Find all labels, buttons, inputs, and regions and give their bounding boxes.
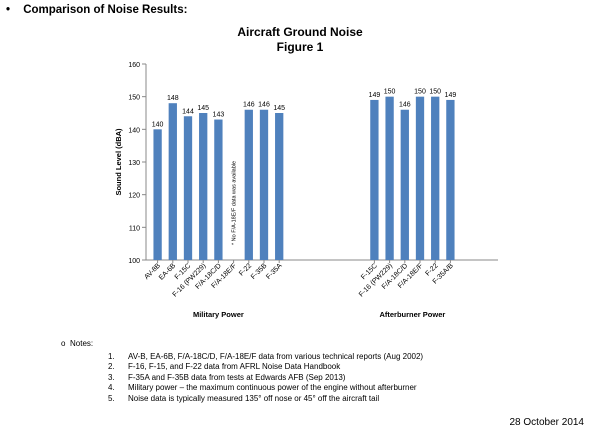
bar xyxy=(385,96,394,261)
bar xyxy=(431,96,440,261)
plot-area: 100 110 120 130 140 150 160 Sound Level (dBA) 14… xyxy=(114,62,498,319)
y-tick-label: 100 xyxy=(128,258,140,265)
y-tick-label: 150 xyxy=(128,95,140,102)
note-number: 5. xyxy=(108,393,115,403)
group-label: Military Power xyxy=(193,310,244,319)
note-text: F-16, F-15, and F-22 data from AFRL Nois… xyxy=(128,362,341,372)
group-label: Afterburner Power xyxy=(379,310,445,319)
bar-value-label: 149 xyxy=(369,92,381,99)
bar xyxy=(199,113,208,260)
bar-value-label: 146 xyxy=(258,102,270,109)
note-number: 3. xyxy=(108,372,115,382)
note-item: 2. F-16, F-15, and F-22 data from AFRL No… xyxy=(70,362,423,373)
bar-value-label: 149 xyxy=(445,92,457,99)
bar-value-label: 144 xyxy=(182,108,194,115)
bar xyxy=(370,99,379,260)
y-axis-title: Sound Level (dBA) xyxy=(114,128,123,196)
bar-value-label: 146 xyxy=(243,102,255,109)
bar-value-label: 145 xyxy=(273,105,285,112)
note-number: 1. xyxy=(108,351,115,361)
bar-value-label: 150 xyxy=(429,89,441,96)
notes-bullet: o xyxy=(61,339,66,348)
bar xyxy=(400,109,409,260)
note-text: AV-B, EA-6B, F/A-18C/D, F/A-18E/F data f… xyxy=(128,351,424,361)
bar xyxy=(153,129,162,260)
bar-value-label: 145 xyxy=(197,105,209,112)
bar xyxy=(183,116,193,261)
noise-bar-chart: Aircraft Ground Noise Figure 1 100 110 120… xyxy=(114,25,498,319)
note-item: 5. Noise data is typically measured 135° … xyxy=(70,394,423,405)
y-tick-label: 130 xyxy=(128,160,140,167)
note-text: Military power – the maximum continuous … xyxy=(128,383,417,393)
x-category-label: F-35A xyxy=(265,262,284,281)
note-number: 2. xyxy=(108,362,115,372)
bar-value-label: 143 xyxy=(213,112,225,119)
notes-section: o Notes: 1. AV-B, EA-6B, F/A-18C/D, F/A-1… xyxy=(61,339,423,405)
y-tick-label: 140 xyxy=(128,127,140,134)
section-heading: • Comparison of Noise Results: xyxy=(6,4,187,16)
bar-value-label: 150 xyxy=(414,89,426,96)
bar xyxy=(244,109,253,260)
bar-value-label: 146 xyxy=(399,102,411,109)
chart-subtitle: Figure 1 xyxy=(277,40,324,54)
note-item: 4. Military power – the maximum continuou… xyxy=(70,383,423,394)
bar-value-label: 150 xyxy=(384,89,396,96)
note-text: Noise data is typically measured 135° of… xyxy=(128,393,380,403)
note-number: 4. xyxy=(108,383,115,393)
x-category-label: F-35B xyxy=(250,262,269,281)
x-category-label: EA-6B xyxy=(158,262,177,281)
bar xyxy=(415,96,425,261)
heading-text: Comparison of Noise Results: xyxy=(23,4,188,16)
y-tick-label: 160 xyxy=(128,62,140,69)
bar xyxy=(446,99,455,260)
footer-date: 28 October 2014 xyxy=(509,417,585,428)
chart-title: Aircraft Ground Noise xyxy=(237,25,363,39)
y-tick-label: 120 xyxy=(128,193,140,200)
notes-title: Notes: xyxy=(70,339,94,348)
bar-value-label: 148 xyxy=(167,95,179,102)
heading-bullet: • xyxy=(6,4,11,16)
note-item: 3. F-35A and F-35B data from tests at Edw… xyxy=(70,373,423,384)
y-tick-label: 110 xyxy=(129,225,140,232)
note-item: 1. AV-B, EA-6B, F/A-18C/D, F/A-18E/F data… xyxy=(70,352,423,363)
notes-list: 1. AV-B, EA-6B, F/A-18C/D, F/A-18E/F data… xyxy=(70,352,423,405)
bar xyxy=(168,103,177,260)
bar xyxy=(275,113,284,260)
bar xyxy=(259,109,269,260)
note-text: F-35A and F-35B data from tests at Edwar… xyxy=(128,372,346,382)
missing-data-annotation: * No F/A-18E/F data was available xyxy=(232,161,238,245)
bar xyxy=(214,119,223,261)
bar-value-label: 140 xyxy=(152,121,164,128)
